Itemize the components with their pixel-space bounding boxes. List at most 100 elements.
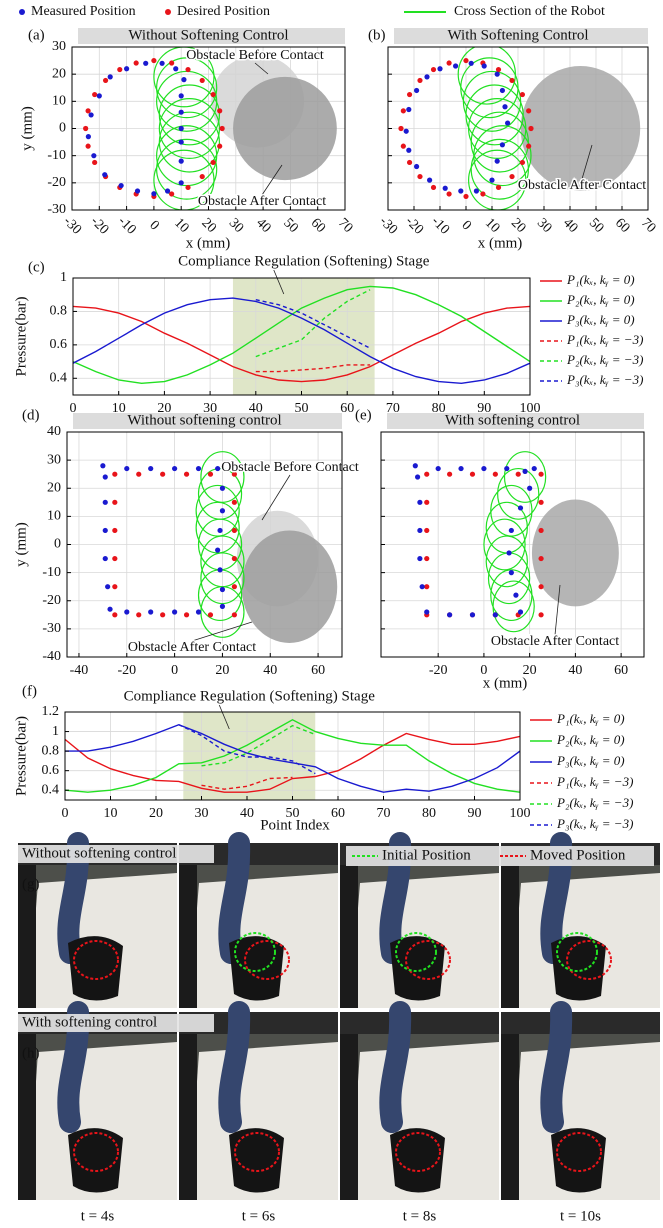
- desired-point: [509, 173, 515, 180]
- measured-point: [118, 182, 124, 189]
- x-tick-label: -20: [88, 214, 112, 238]
- desired-point: [112, 612, 118, 618]
- legend-label: Desired Position: [177, 4, 270, 19]
- y-axis-label: y (mm): [13, 522, 29, 567]
- pressure-line: [65, 719, 520, 793]
- measured-point: [427, 177, 433, 183]
- measured-point: [215, 465, 221, 472]
- desired-point: [133, 60, 139, 66]
- x-tick-label: -10: [428, 214, 452, 238]
- measured-point: [435, 465, 441, 472]
- cross-section: [470, 111, 529, 173]
- legend-marker: [19, 9, 25, 15]
- pressure-line: [73, 305, 530, 383]
- photo-tube: [379, 1001, 412, 1133]
- y-axis-label: y (mm): [19, 106, 35, 151]
- measured-point: [527, 485, 533, 491]
- measured-point: [406, 106, 412, 113]
- x-tick-label: 60: [340, 401, 354, 416]
- measured-point: [505, 120, 511, 126]
- x-tick-label: 30: [534, 216, 555, 237]
- desired-point: [417, 173, 423, 180]
- cross-section: [460, 57, 519, 119]
- measured-point: [499, 87, 505, 94]
- x-tick-label: 20: [523, 663, 537, 678]
- desired-point: [231, 527, 237, 534]
- measured-point: [217, 527, 223, 534]
- measured-point: [172, 465, 178, 472]
- legend-label: P₂(kₓ, kᵧ = 0): [556, 732, 625, 747]
- desired-point: [424, 499, 430, 505]
- pressure-line: [65, 732, 520, 793]
- x-tick-label: 50: [295, 401, 309, 416]
- desired-point: [495, 66, 502, 73]
- time-label: t = 10s: [560, 1208, 601, 1224]
- obstacle: [520, 66, 641, 191]
- annotation-pointer: [191, 621, 253, 642]
- measured-point: [102, 474, 108, 480]
- y-tick-label: 0.4: [50, 371, 68, 386]
- photo-tube: [540, 1001, 573, 1133]
- measured-point: [468, 60, 474, 66]
- desired-point: [160, 612, 166, 618]
- y-axis-label: Pressure(bar): [13, 297, 29, 377]
- desired-point: [538, 527, 544, 534]
- y-tick-label: -10: [47, 148, 66, 163]
- x-tick-label: 0: [171, 663, 178, 678]
- measured-point: [148, 609, 154, 615]
- desired-point: [515, 471, 521, 477]
- measured-point: [499, 142, 505, 148]
- x-axis-label: x (mm): [483, 675, 528, 691]
- desired-point: [231, 584, 237, 590]
- desired-point: [463, 57, 469, 64]
- measured-point: [124, 609, 130, 615]
- photo-frame: [179, 1012, 338, 1034]
- panel-title: Without Softening Control: [128, 27, 288, 43]
- desired-point: [480, 191, 486, 197]
- x-tick-label: 70: [386, 401, 400, 416]
- desired-point: [424, 555, 430, 562]
- desired-point: [509, 77, 515, 84]
- y-tick-label: 30: [52, 39, 66, 54]
- y-tick-label: 20: [52, 66, 66, 81]
- panel-label: (a): [28, 27, 45, 43]
- y-tick-label: 0.6: [50, 337, 68, 352]
- x-tick-label: 0: [62, 806, 69, 821]
- measured-point: [494, 158, 500, 164]
- plot-area: [67, 432, 342, 657]
- desired-point: [117, 66, 123, 73]
- cross-section: [492, 580, 535, 633]
- measured-point: [178, 139, 184, 145]
- annotation-pointer: [254, 62, 269, 75]
- photo-frame: [501, 1012, 660, 1034]
- measured-point: [417, 499, 423, 505]
- cross-section: [468, 149, 527, 210]
- moved-position: [395, 1132, 441, 1172]
- x-tick-label: 70: [377, 806, 391, 821]
- softening-stage: [232, 278, 375, 395]
- x-tick-label: 90: [477, 401, 491, 416]
- desired-point: [400, 108, 406, 114]
- desired-point: [169, 191, 175, 197]
- measured-point: [508, 527, 514, 534]
- annotation-pointer: [218, 704, 230, 730]
- photo-frame: [18, 1012, 36, 1200]
- desired-point: [400, 143, 406, 149]
- desired-point: [210, 159, 216, 166]
- x-tick-label: -30: [376, 214, 400, 238]
- moved-position: [405, 940, 451, 980]
- desired-point: [469, 471, 476, 477]
- measured-point: [414, 87, 420, 94]
- cross-section: [195, 501, 240, 554]
- axes-frame: [66, 431, 343, 658]
- moved-position: [73, 1132, 119, 1172]
- photo-title: With softening control: [22, 1014, 157, 1030]
- photo-cup: [551, 1128, 606, 1193]
- y-tick-label: -30: [47, 202, 66, 217]
- desired-point: [183, 471, 190, 477]
- x-tick-label: -40: [70, 663, 89, 678]
- desired-point: [112, 527, 118, 534]
- measured-point: [102, 172, 108, 178]
- photo-cup: [390, 1128, 445, 1193]
- y-tick-label: -20: [47, 175, 66, 190]
